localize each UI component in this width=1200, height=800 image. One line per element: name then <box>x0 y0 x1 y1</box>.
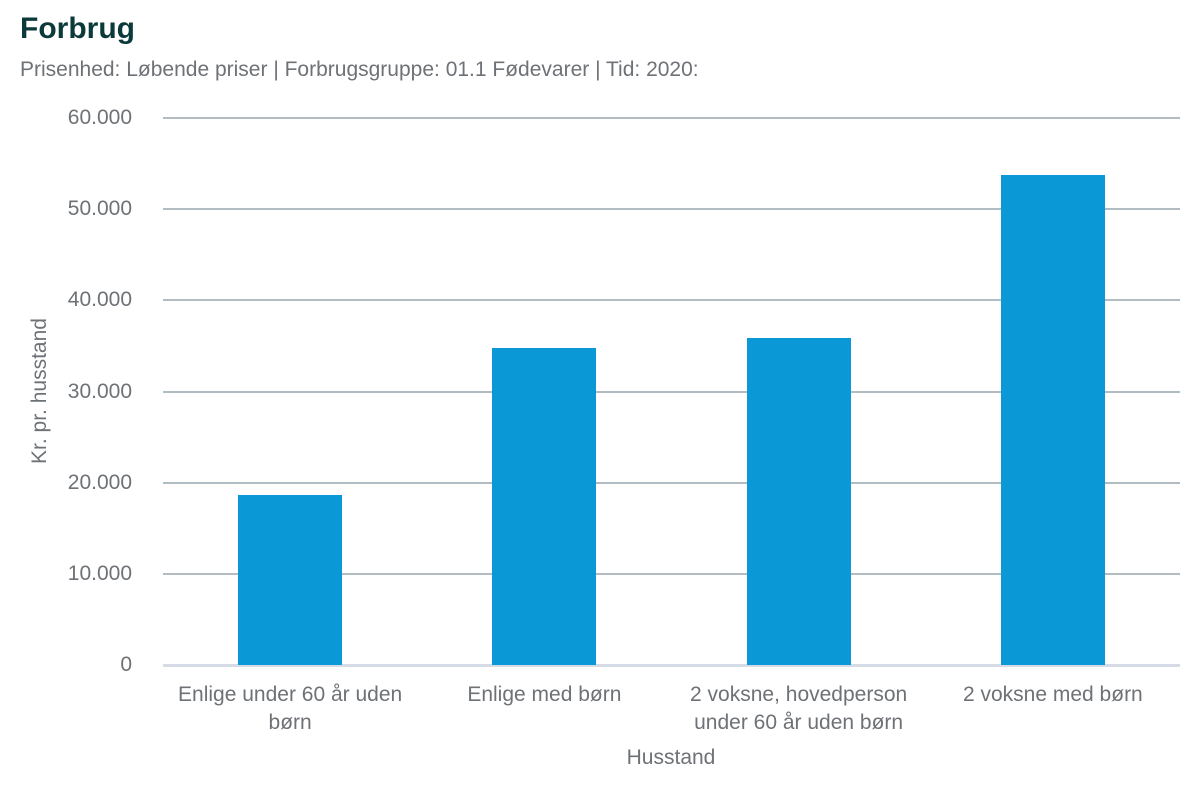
gridline <box>163 117 1180 119</box>
x-axis-line <box>163 664 1180 667</box>
chart-title: Forbrug <box>20 12 135 45</box>
y-tick-label: 40.000 <box>67 288 132 312</box>
gridline <box>163 481 1180 484</box>
gridline <box>163 390 1180 393</box>
y-tick-label: 30.000 <box>67 379 132 403</box>
bar[interactable] <box>1000 175 1105 665</box>
bar[interactable] <box>492 347 597 665</box>
y-tick-label: 10.000 <box>67 561 132 585</box>
gridline <box>163 572 1180 575</box>
x-category-label: 2 voksne, hovedperson under 60 år uden b… <box>690 683 908 734</box>
y-tick-label: 20.000 <box>67 470 132 494</box>
gridline <box>163 208 1180 211</box>
x-category-label: Enlige med børn <box>467 683 622 706</box>
y-tick-label: 60.000 <box>67 106 132 129</box>
x-category-label: Enlige under 60 år uden børn <box>178 683 403 734</box>
gridline <box>163 299 1180 302</box>
y-tick-label: 0 <box>120 653 132 676</box>
bar[interactable] <box>746 337 851 665</box>
chart-subtitle: Prisenhed: Løbende priser | Forbrugsgrup… <box>20 58 699 81</box>
x-axis-title: Husstand <box>626 746 716 769</box>
bar[interactable] <box>238 495 343 665</box>
x-category-label: 2 voksne med børn <box>962 683 1143 706</box>
y-tick-label: 50.000 <box>67 197 132 221</box>
plot-area: 0 10.000 20.000 30.000 40.000 50.000 60.000 Enl… <box>68 106 1180 734</box>
